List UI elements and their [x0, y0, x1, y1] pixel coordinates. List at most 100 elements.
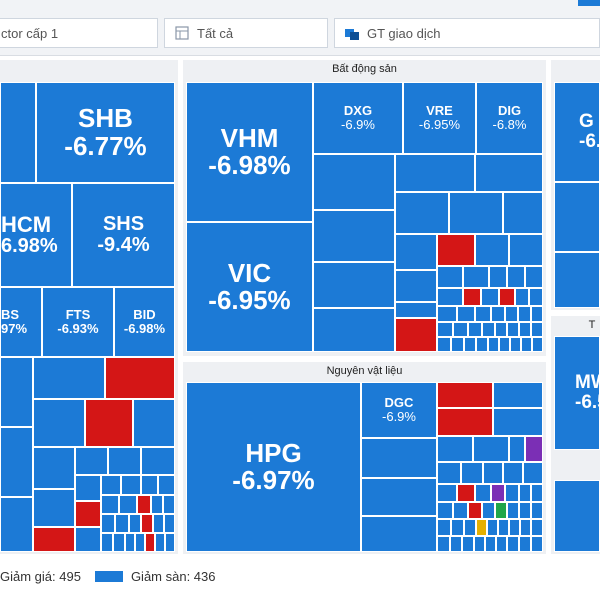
tile-small-red[interactable]: [437, 408, 493, 436]
tile-small[interactable]: [476, 337, 488, 352]
tile-small[interactable]: [464, 337, 476, 352]
tile-small[interactable]: [101, 475, 121, 495]
tile-small[interactable]: [437, 536, 450, 552]
tile-small-red[interactable]: [457, 484, 475, 502]
tile-small[interactable]: [464, 519, 476, 536]
tile-vre[interactable]: VRE -6.95%: [403, 82, 476, 154]
tile-small[interactable]: [473, 436, 509, 462]
tile-small-red[interactable]: [468, 502, 482, 519]
sector-level-select[interactable]: ctor cấp 1: [0, 18, 158, 48]
tile-small-red[interactable]: [85, 399, 133, 447]
tile-small-red[interactable]: [33, 527, 75, 552]
tile-small[interactable]: [101, 514, 115, 533]
tile-small[interactable]: [489, 266, 507, 288]
tile-small[interactable]: [133, 399, 175, 447]
tile-left-4[interactable]: [0, 497, 33, 552]
tile-small[interactable]: [554, 252, 600, 308]
tile-small-green[interactable]: [495, 502, 507, 519]
tile-small[interactable]: [33, 399, 85, 447]
tile-small[interactable]: [523, 462, 543, 484]
tile-small[interactable]: [487, 519, 498, 536]
tile-small-red[interactable]: [145, 533, 155, 552]
tile-small[interactable]: [453, 322, 468, 337]
tile-small[interactable]: [531, 536, 543, 552]
tile-small[interactable]: [75, 527, 101, 552]
tile-small[interactable]: [164, 514, 175, 533]
tile-small[interactable]: [361, 478, 437, 516]
tile-small[interactable]: [481, 288, 499, 306]
tile-small[interactable]: [101, 533, 113, 552]
tile-small[interactable]: [505, 306, 518, 322]
tile-small[interactable]: [532, 337, 543, 352]
tile-small[interactable]: [554, 480, 600, 552]
tile-small[interactable]: [531, 502, 543, 519]
tile-small[interactable]: [395, 234, 437, 270]
tile-small[interactable]: [135, 533, 145, 552]
tile-right-mw[interactable]: MW -6.5: [554, 336, 600, 450]
tile-small[interactable]: [475, 154, 543, 192]
tile-hcm[interactable]: HCM 6.98%: [0, 183, 72, 287]
tile-small[interactable]: [141, 447, 175, 475]
tile-small[interactable]: [119, 495, 137, 514]
tile-small[interactable]: [437, 337, 451, 352]
tile-small-yellow[interactable]: [476, 519, 487, 536]
tile-small-red[interactable]: [141, 514, 153, 533]
tile-small[interactable]: [437, 288, 463, 306]
tile-small[interactable]: [519, 502, 531, 519]
tile-left-2[interactable]: [0, 357, 33, 427]
tile-small-red[interactable]: [137, 495, 151, 514]
tile-small-red[interactable]: [395, 318, 437, 352]
tile-small[interactable]: [313, 308, 395, 352]
tile-small[interactable]: [33, 489, 75, 527]
tile-small-red[interactable]: [105, 357, 175, 399]
tile-small[interactable]: [482, 502, 495, 519]
tile-small[interactable]: [450, 536, 462, 552]
tile-small[interactable]: [33, 447, 75, 489]
tile-small[interactable]: [151, 495, 163, 514]
tile-small[interactable]: [475, 484, 491, 502]
tile-small[interactable]: [507, 266, 525, 288]
tile-small[interactable]: [475, 306, 491, 322]
tile-dig[interactable]: DIG -6.8%: [476, 82, 543, 154]
exchange-select[interactable]: Tất cả: [164, 18, 328, 48]
tile-small[interactable]: [525, 266, 543, 288]
tile-small[interactable]: [129, 514, 141, 533]
tile-small[interactable]: [554, 182, 600, 252]
tile-small[interactable]: [498, 519, 509, 536]
tile-small[interactable]: [507, 322, 519, 337]
tile-small[interactable]: [491, 306, 505, 322]
tile-small[interactable]: [101, 495, 119, 514]
tile-small[interactable]: [457, 306, 475, 322]
tile-small[interactable]: [437, 266, 463, 288]
tile-vhm[interactable]: VHM -6.98%: [186, 82, 313, 222]
tile-small[interactable]: [505, 484, 519, 502]
tile-fts[interactable]: FTS -6.93%: [42, 287, 114, 357]
tile-small[interactable]: [125, 533, 135, 552]
tile-small[interactable]: [518, 306, 531, 322]
tile-shb[interactable]: SHB -6.77%: [36, 82, 175, 183]
tile-small[interactable]: [482, 322, 495, 337]
tile-small[interactable]: [531, 484, 543, 502]
tile-small[interactable]: [509, 519, 520, 536]
tile-small[interactable]: [155, 533, 165, 552]
tile-small[interactable]: [475, 234, 509, 266]
tile-small[interactable]: [437, 519, 451, 536]
tile-small[interactable]: [141, 475, 158, 495]
tile-small[interactable]: [165, 533, 175, 552]
tile-small[interactable]: [531, 519, 543, 536]
tile-small[interactable]: [437, 306, 457, 322]
tile-small-red[interactable]: [75, 501, 101, 527]
tile-small[interactable]: [313, 262, 395, 308]
tile-small[interactable]: [520, 519, 531, 536]
tile-small[interactable]: [121, 475, 141, 495]
tile-shs[interactable]: SHS -9.4%: [72, 183, 175, 287]
tile-small[interactable]: [108, 447, 141, 475]
tile-small[interactable]: [521, 337, 532, 352]
tile-small[interactable]: [483, 462, 503, 484]
tile-small[interactable]: [395, 154, 475, 192]
tile-small[interactable]: [113, 533, 125, 552]
tile-dgc[interactable]: DGC -6.9%: [361, 382, 437, 438]
tile-small[interactable]: [461, 462, 483, 484]
tile-small-red[interactable]: [499, 288, 515, 306]
tile-small[interactable]: [462, 536, 474, 552]
